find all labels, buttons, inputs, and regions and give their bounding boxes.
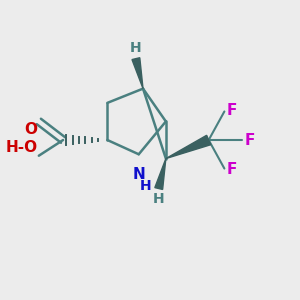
Polygon shape: [132, 58, 143, 88]
Text: H: H: [130, 41, 142, 55]
Text: F: F: [227, 103, 237, 118]
Text: F: F: [244, 133, 255, 148]
Text: N: N: [133, 167, 146, 182]
Text: O: O: [24, 122, 38, 137]
Polygon shape: [166, 135, 211, 159]
Text: H-O: H-O: [5, 140, 38, 155]
Text: F: F: [227, 162, 237, 177]
Text: H: H: [140, 178, 152, 193]
Polygon shape: [155, 159, 166, 190]
Text: H: H: [153, 192, 164, 206]
